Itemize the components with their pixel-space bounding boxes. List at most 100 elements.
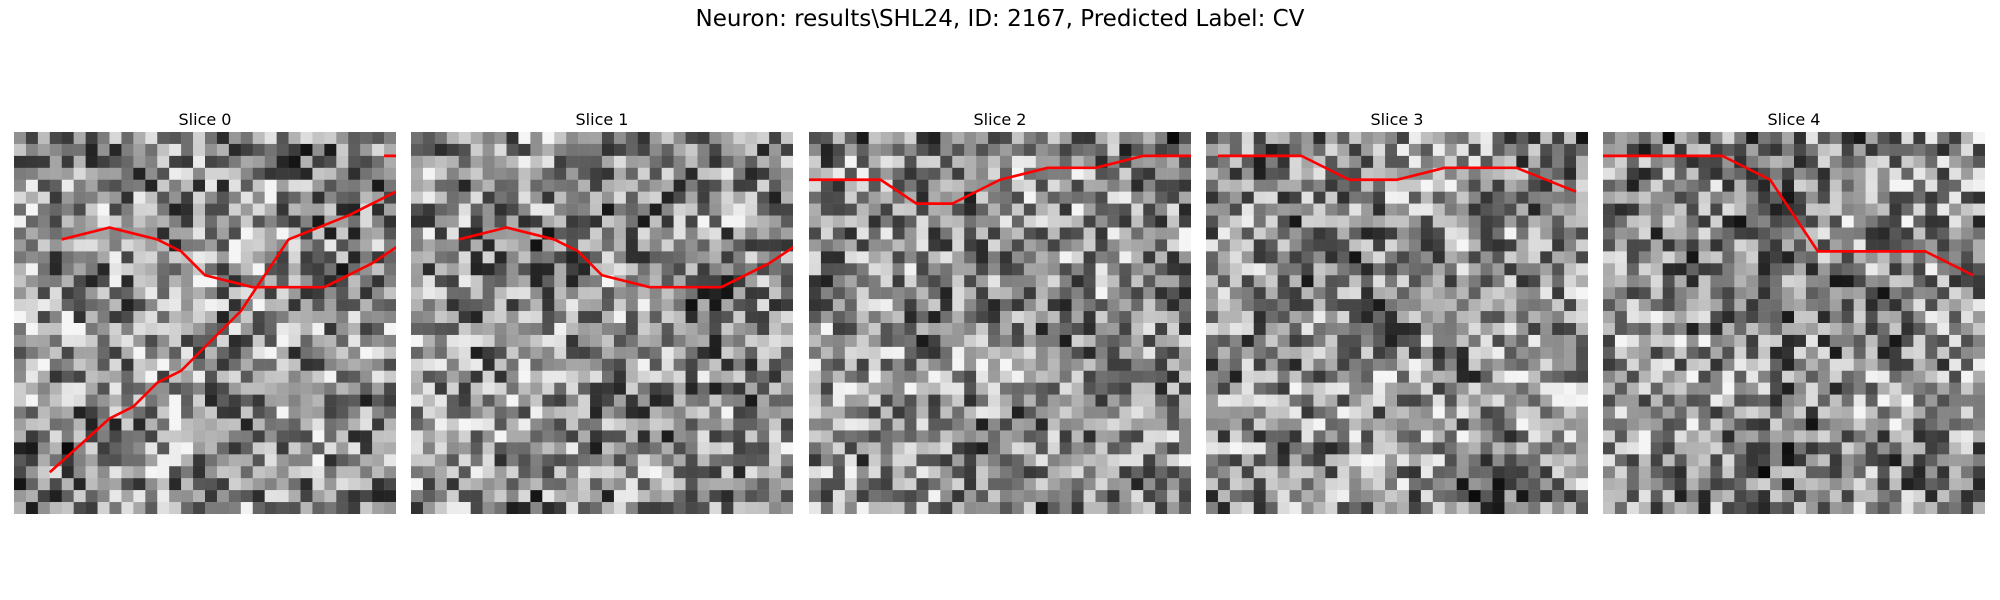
pixel: [1638, 132, 1651, 145]
pixel: [1710, 370, 1723, 383]
pixel: [434, 382, 448, 395]
pixel: [781, 311, 793, 324]
pixel: [1504, 132, 1517, 145]
pixel: [697, 167, 710, 180]
pixel: [1035, 251, 1048, 264]
pixel: [1337, 358, 1350, 371]
pixel: [673, 382, 686, 395]
pixel: [590, 394, 603, 407]
pixel: [1385, 251, 1398, 264]
pixel: [1564, 358, 1577, 371]
pixel: [1576, 334, 1588, 348]
pixel: [637, 239, 650, 252]
pixel: [1206, 358, 1219, 371]
pixel: [348, 239, 361, 252]
pixel: [1277, 287, 1290, 300]
pixel: [193, 215, 206, 228]
pixel: [494, 454, 507, 467]
pixel: [649, 203, 662, 216]
pixel: [542, 418, 555, 431]
pixel: [1241, 251, 1254, 264]
pixel: [1143, 490, 1156, 503]
pixel: [952, 370, 965, 383]
pixel: [1313, 334, 1326, 348]
pixel: [661, 143, 674, 157]
pixel: [411, 490, 424, 503]
pixel: [1722, 323, 1735, 336]
pixel: [1000, 382, 1013, 395]
pixel: [904, 478, 917, 491]
pixel: [1420, 227, 1434, 240]
pixel: [721, 263, 734, 276]
pixel: [157, 287, 170, 300]
pixel: [49, 155, 62, 169]
pixel: [928, 382, 941, 395]
pixel: [1408, 299, 1422, 312]
pixel: [1432, 227, 1445, 240]
pixel: [1734, 132, 1747, 145]
slice-panel-0: Slice 0: [14, 108, 396, 514]
pixel: [1961, 179, 1974, 192]
pixel: [1841, 275, 1854, 288]
pixel: [324, 155, 337, 169]
pixel: [85, 382, 98, 395]
pixel: [324, 490, 337, 503]
pixel: [809, 215, 822, 228]
pixel: [434, 263, 448, 276]
pixel: [661, 394, 674, 407]
pixel: [109, 323, 122, 336]
pixel: [276, 502, 289, 514]
pixel: [228, 490, 242, 503]
pixel: [685, 394, 698, 407]
pixel: [1023, 346, 1037, 360]
pixel: [1686, 370, 1699, 383]
pixel: [85, 275, 98, 288]
pixel: [1131, 346, 1144, 360]
pixel: [781, 466, 793, 479]
pixel: [506, 358, 519, 371]
pixel: [193, 143, 206, 157]
pixel: [685, 334, 698, 348]
pixel: [1325, 227, 1338, 240]
pixel: [1444, 263, 1457, 276]
pixel: [85, 191, 98, 204]
pixel: [1734, 299, 1747, 312]
pixel: [169, 167, 182, 180]
pixel: [1071, 132, 1084, 145]
pixel: [661, 346, 674, 360]
pixel: [625, 215, 639, 228]
pixel: [458, 454, 471, 467]
pixel: [1119, 251, 1132, 264]
pixel: [169, 263, 182, 276]
pixel: [157, 132, 170, 145]
pixel: [1734, 382, 1747, 395]
pixel: [578, 418, 591, 431]
pixel: [1925, 311, 1938, 324]
pixel: [205, 370, 218, 383]
pixel: [1131, 478, 1144, 491]
pixel: [1674, 155, 1687, 169]
pixel: [530, 490, 543, 503]
pixel: [733, 430, 746, 443]
pixel: [625, 323, 639, 336]
pixel: [1758, 311, 1771, 324]
pixel: [1241, 299, 1254, 312]
pixel: [1229, 143, 1243, 157]
pixel: [1650, 251, 1663, 264]
pixel: [1011, 299, 1025, 312]
pixel: [697, 203, 710, 216]
pixel: [1373, 311, 1386, 324]
pixel: [1301, 179, 1314, 192]
pixel: [49, 275, 62, 288]
pixel: [470, 287, 483, 300]
pixel: [769, 239, 782, 252]
pixel: [85, 287, 98, 300]
pixel: [1432, 239, 1445, 252]
pixel: [856, 442, 869, 455]
pixel: [1829, 334, 1842, 348]
pixel: [61, 334, 74, 348]
pixel: [458, 466, 471, 479]
pixel: [685, 179, 698, 192]
pixel: [781, 155, 793, 169]
pixel: [205, 191, 218, 204]
